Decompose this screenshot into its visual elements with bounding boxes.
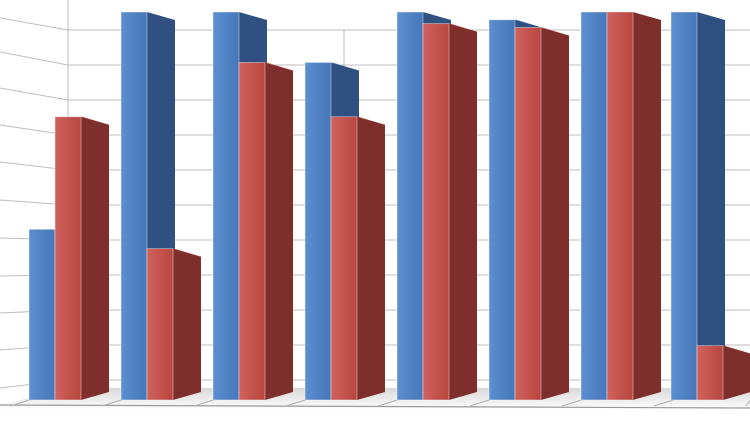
bar <box>330 116 358 401</box>
bar-side <box>173 248 201 400</box>
bar <box>488 19 516 401</box>
floor-edge <box>0 404 750 409</box>
bar <box>54 116 82 401</box>
gridline-side <box>0 51 69 66</box>
bar-side <box>357 116 385 400</box>
bar <box>396 11 424 401</box>
bar <box>514 27 542 401</box>
floor-gridline <box>745 400 750 407</box>
bar-side <box>723 345 750 400</box>
bar-side <box>449 23 477 400</box>
bar <box>28 228 56 401</box>
bar <box>146 248 174 401</box>
gridline-side <box>0 17 69 31</box>
bar <box>422 23 450 401</box>
bar-side <box>265 62 293 400</box>
bar <box>304 62 332 401</box>
bar <box>238 62 266 401</box>
bar <box>670 11 698 401</box>
bar-side <box>697 12 725 400</box>
bar-side <box>633 12 661 400</box>
gridline-side <box>0 87 69 101</box>
bar <box>212 11 240 401</box>
bar <box>696 345 724 401</box>
bar-side <box>81 116 109 400</box>
bar-side <box>541 27 569 401</box>
bar <box>120 11 148 401</box>
bar <box>580 11 608 401</box>
bars <box>28 11 750 401</box>
bar <box>606 11 634 401</box>
